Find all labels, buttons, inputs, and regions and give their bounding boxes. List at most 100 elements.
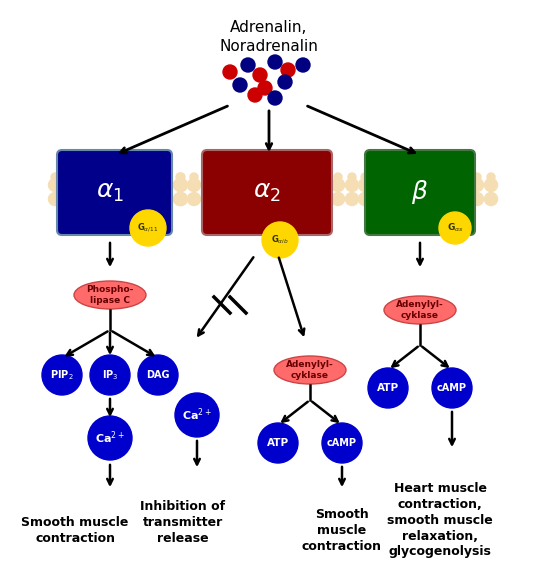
Circle shape [48, 193, 61, 205]
Circle shape [258, 179, 271, 191]
Circle shape [387, 193, 400, 205]
Circle shape [90, 179, 103, 191]
Circle shape [188, 193, 201, 205]
Circle shape [278, 75, 292, 89]
Circle shape [149, 173, 157, 181]
Circle shape [359, 193, 372, 205]
Circle shape [431, 173, 439, 181]
Circle shape [317, 193, 330, 205]
Circle shape [90, 193, 103, 205]
Circle shape [248, 88, 262, 102]
Circle shape [459, 173, 467, 181]
Circle shape [48, 179, 61, 191]
Circle shape [223, 65, 237, 79]
Circle shape [432, 368, 472, 408]
FancyBboxPatch shape [365, 150, 475, 235]
Circle shape [428, 193, 442, 205]
Circle shape [173, 179, 187, 191]
Text: PIP$_2$: PIP$_2$ [50, 368, 74, 382]
Text: IP$_3$: IP$_3$ [102, 368, 118, 382]
Circle shape [487, 173, 495, 181]
Circle shape [138, 355, 178, 395]
Circle shape [471, 193, 484, 205]
Text: Smooth muscle
contraction: Smooth muscle contraction [22, 516, 129, 545]
Circle shape [253, 68, 267, 82]
Circle shape [272, 179, 285, 191]
Circle shape [358, 193, 372, 205]
Circle shape [173, 193, 187, 205]
Circle shape [246, 173, 254, 181]
Circle shape [258, 423, 298, 463]
Circle shape [415, 179, 428, 191]
Text: Adenylyl-
cyklase: Adenylyl- cyklase [286, 360, 334, 380]
Circle shape [62, 193, 75, 205]
Circle shape [418, 173, 426, 181]
Text: $\alpha_2$: $\alpha_2$ [253, 180, 281, 204]
Circle shape [90, 355, 130, 395]
Circle shape [317, 179, 330, 191]
Circle shape [358, 179, 372, 191]
Circle shape [177, 173, 185, 181]
Circle shape [174, 193, 188, 205]
Circle shape [204, 173, 212, 181]
Circle shape [286, 193, 299, 205]
Circle shape [104, 179, 117, 191]
Circle shape [268, 55, 282, 69]
Circle shape [473, 173, 481, 181]
Circle shape [375, 173, 383, 181]
Circle shape [118, 179, 131, 191]
Text: DAG: DAG [146, 370, 170, 380]
Ellipse shape [384, 296, 456, 324]
Circle shape [415, 193, 428, 205]
Circle shape [163, 173, 171, 181]
Circle shape [348, 173, 356, 181]
Circle shape [457, 193, 470, 205]
Circle shape [132, 179, 145, 191]
Ellipse shape [74, 281, 146, 309]
Text: cAMP: cAMP [327, 438, 357, 448]
Circle shape [345, 179, 358, 191]
Circle shape [135, 173, 143, 181]
Text: Adrenalin,
Noradrenalin: Adrenalin, Noradrenalin [220, 20, 318, 53]
Text: Phospho-
lipase C: Phospho- lipase C [86, 285, 133, 305]
Circle shape [404, 173, 412, 181]
Circle shape [230, 179, 243, 191]
Circle shape [428, 179, 442, 191]
Text: Heart muscle
contraction,
smooth muscle
relaxation,
glycogenolysis: Heart muscle contraction, smooth muscle … [387, 481, 493, 559]
Circle shape [258, 81, 272, 95]
Circle shape [417, 173, 425, 181]
FancyBboxPatch shape [202, 150, 332, 235]
Circle shape [218, 173, 226, 181]
Circle shape [373, 193, 386, 205]
Circle shape [51, 173, 59, 181]
Text: Ca$^{2+}$: Ca$^{2+}$ [95, 430, 125, 446]
Circle shape [296, 58, 310, 72]
Circle shape [202, 193, 215, 205]
Circle shape [445, 173, 453, 181]
Circle shape [414, 179, 428, 191]
Circle shape [386, 193, 400, 205]
Circle shape [372, 179, 386, 191]
Circle shape [368, 368, 408, 408]
Circle shape [258, 193, 271, 205]
Circle shape [176, 173, 184, 181]
Circle shape [362, 173, 370, 181]
Circle shape [93, 173, 101, 181]
Circle shape [288, 173, 296, 181]
Circle shape [175, 393, 219, 437]
Circle shape [65, 173, 73, 181]
Text: Inhibition of
transmitter
release: Inhibition of transmitter release [140, 499, 225, 545]
Circle shape [202, 179, 215, 191]
Circle shape [146, 193, 159, 205]
Circle shape [88, 416, 132, 460]
Circle shape [359, 179, 372, 191]
Circle shape [361, 173, 369, 181]
Ellipse shape [274, 356, 346, 384]
Circle shape [244, 179, 257, 191]
Text: $\alpha_1$: $\alpha_1$ [96, 180, 124, 204]
Circle shape [118, 193, 131, 205]
Circle shape [320, 173, 328, 181]
Circle shape [104, 193, 117, 205]
Circle shape [457, 179, 470, 191]
Circle shape [160, 179, 173, 191]
